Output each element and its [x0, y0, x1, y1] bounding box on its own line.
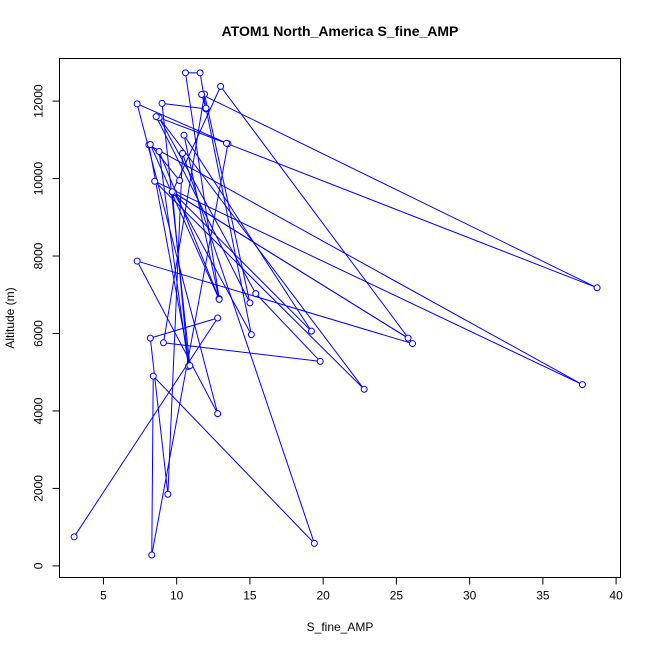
y-tick-label: 10000 [32, 162, 46, 196]
series-segment [163, 97, 205, 340]
data-point [176, 177, 184, 185]
series-segment [173, 88, 220, 190]
series-segment [160, 119, 363, 388]
series-segment [257, 295, 319, 360]
x-tick-label: 35 [536, 589, 550, 603]
data-point [215, 295, 223, 303]
data-point [409, 340, 417, 348]
series-segment [164, 103, 204, 109]
data-point [70, 533, 78, 541]
chart-title: ATOM1 North_America S_fine_AMP [222, 23, 459, 39]
series-segment [150, 341, 169, 492]
series-segment [174, 192, 406, 337]
series-segment [151, 147, 219, 297]
series-segment [166, 342, 318, 362]
series-segment [151, 145, 581, 384]
x-tick-label: 15 [243, 589, 257, 603]
data-point [593, 284, 601, 292]
series-segment [158, 117, 224, 143]
x-tick-label: 25 [390, 589, 404, 603]
data-point [152, 113, 160, 121]
series-segment [222, 88, 412, 342]
data-point [146, 334, 154, 342]
data-point [246, 299, 254, 307]
data-point [307, 327, 315, 335]
data-point [133, 257, 141, 265]
data-point [186, 362, 194, 370]
data-point [151, 177, 159, 185]
data-point [155, 147, 163, 155]
series-segment [185, 75, 220, 296]
data-point [316, 357, 324, 365]
data-point [222, 139, 230, 147]
series-segment [151, 146, 228, 553]
x-tick-label: 40 [609, 589, 623, 603]
series-segment [139, 261, 410, 344]
data-point [168, 188, 176, 196]
series-segment [200, 75, 206, 106]
y-axis: 0 2000 4000 6000 8000 10000 12000 [32, 84, 60, 569]
series-segment [75, 320, 217, 535]
x-axis-label: S_fine_AMP [307, 620, 374, 634]
y-tick-label: 2000 [32, 475, 46, 502]
series-segment [174, 193, 310, 330]
x-axis: 5 10 15 20 25 30 35 40 [100, 577, 623, 603]
x-tick-label: 5 [100, 589, 107, 603]
data-point [578, 381, 586, 389]
series-segment [161, 106, 191, 363]
data-point [149, 372, 157, 380]
data-point [179, 149, 187, 157]
data-point [198, 91, 206, 99]
series-segment [204, 96, 250, 301]
y-tick-label: 6000 [32, 320, 46, 347]
series-segment [185, 137, 311, 329]
plot-area [59, 58, 621, 578]
series-segment [157, 182, 580, 384]
series-segment [174, 194, 251, 333]
series-segment [160, 120, 255, 292]
series-segment [154, 377, 313, 542]
y-tick-label: 8000 [32, 242, 46, 269]
y-tick-label: 12000 [32, 84, 46, 118]
series-segment [206, 110, 252, 332]
series-segment [184, 138, 220, 297]
series-segment [229, 143, 595, 288]
series-segment [202, 97, 206, 106]
series-segment [153, 318, 215, 338]
data-point [148, 551, 156, 559]
x-tick-label: 10 [170, 589, 184, 603]
data-point [310, 539, 318, 547]
series-segment [183, 156, 314, 541]
series-segment [138, 263, 217, 412]
data-point [214, 410, 222, 418]
y-tick-label: 4000 [32, 397, 46, 424]
data-point [164, 490, 172, 498]
data-point [146, 140, 154, 148]
data-point [181, 69, 189, 77]
data-point [159, 339, 167, 347]
series-points [70, 69, 601, 559]
y-axis-label: Altitude (m) [3, 287, 17, 348]
data-point [404, 334, 412, 342]
series-segment [157, 119, 250, 301]
series-segment [151, 379, 154, 553]
data-point [133, 100, 141, 108]
data-point [252, 290, 260, 298]
data-point [196, 69, 204, 77]
data-point [247, 331, 255, 339]
data-point [360, 385, 368, 393]
data-point [202, 104, 210, 112]
series-segment [204, 95, 595, 287]
series-segment [139, 104, 226, 143]
data-point [158, 99, 166, 107]
y-tick-label: 0 [32, 562, 46, 569]
data-point [217, 82, 225, 90]
data-point [180, 131, 188, 139]
x-tick-label: 30 [463, 589, 477, 603]
series-segment [156, 183, 363, 388]
data-point [214, 314, 222, 322]
x-tick-label: 20 [316, 589, 330, 603]
